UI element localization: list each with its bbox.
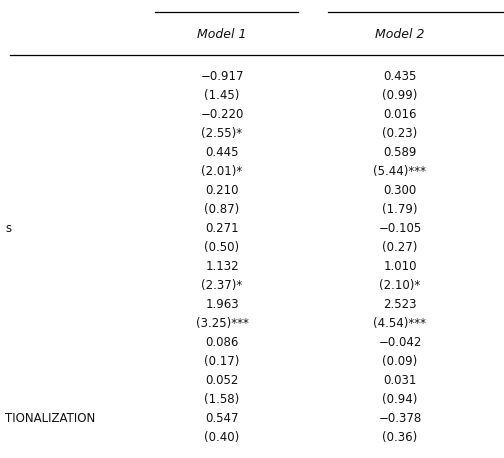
Text: 0.031: 0.031 — [384, 375, 417, 387]
Text: 0.589: 0.589 — [384, 147, 417, 159]
Text: 1.010: 1.010 — [383, 261, 417, 273]
Text: (2.01)*: (2.01)* — [202, 165, 242, 179]
Text: (0.23): (0.23) — [383, 127, 418, 141]
Text: (1.79): (1.79) — [382, 203, 418, 217]
Text: −0.105: −0.105 — [379, 223, 422, 235]
Text: (0.27): (0.27) — [383, 241, 418, 255]
Text: −0.042: −0.042 — [379, 337, 422, 349]
Text: (1.45): (1.45) — [204, 89, 240, 103]
Text: Model 2: Model 2 — [375, 28, 425, 42]
Text: −0.917: −0.917 — [200, 71, 244, 83]
Text: −0.220: −0.220 — [200, 109, 244, 121]
Text: (0.09): (0.09) — [383, 355, 418, 369]
Text: 0.300: 0.300 — [384, 185, 417, 197]
Text: (2.37)*: (2.37)* — [202, 279, 242, 293]
Text: 0.052: 0.052 — [205, 375, 239, 387]
Text: (4.54)***: (4.54)*** — [373, 317, 426, 331]
Text: (2.55)*: (2.55)* — [202, 127, 242, 141]
Text: 1.132: 1.132 — [205, 261, 239, 273]
Text: (0.36): (0.36) — [383, 431, 418, 445]
Text: (0.99): (0.99) — [383, 89, 418, 103]
Text: (0.17): (0.17) — [204, 355, 240, 369]
Text: (5.44)***: (5.44)*** — [373, 165, 426, 179]
Text: (0.40): (0.40) — [205, 431, 239, 445]
Text: 2.523: 2.523 — [383, 299, 417, 311]
Text: (0.87): (0.87) — [205, 203, 239, 217]
Text: 0.016: 0.016 — [383, 109, 417, 121]
Text: TIONALIZATION: TIONALIZATION — [5, 413, 95, 425]
Text: (1.58): (1.58) — [205, 393, 239, 407]
Text: 0.435: 0.435 — [384, 71, 417, 83]
Text: 1.963: 1.963 — [205, 299, 239, 311]
Text: 0.271: 0.271 — [205, 223, 239, 235]
Text: (2.10)*: (2.10)* — [380, 279, 421, 293]
Text: 0.547: 0.547 — [205, 413, 239, 425]
Text: −0.378: −0.378 — [379, 413, 422, 425]
Text: Model 1: Model 1 — [197, 28, 247, 42]
Text: s: s — [5, 223, 11, 235]
Text: 0.086: 0.086 — [205, 337, 239, 349]
Text: (3.25)***: (3.25)*** — [196, 317, 248, 331]
Text: (0.50): (0.50) — [205, 241, 239, 255]
Text: 0.210: 0.210 — [205, 185, 239, 197]
Text: (0.94): (0.94) — [383, 393, 418, 407]
Text: 0.445: 0.445 — [205, 147, 239, 159]
